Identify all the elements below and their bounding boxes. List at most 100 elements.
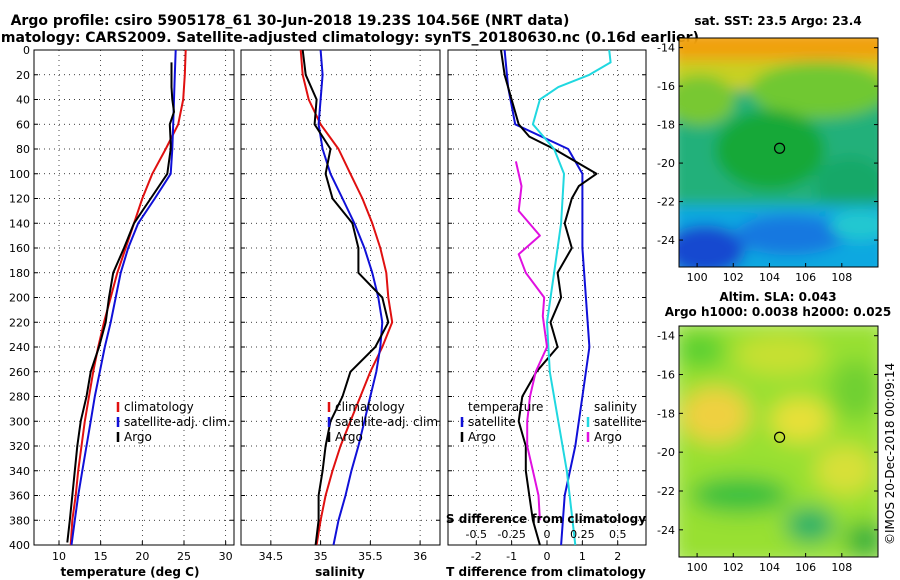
x-tick-label: 25 [177,550,191,563]
salinity-panel: 34.5 35 35.5 36 salinity climatology satell… [240,49,442,579]
y-tick-label: 240 [9,341,30,354]
map-y-tick-label: -14 [657,42,675,55]
x-tick-label-t: 1 [579,550,586,563]
y-tick-label: 340 [9,465,30,478]
x-tick-label-t: -1 [506,550,517,563]
y-tick-label: 400 [9,539,30,552]
series-line-argo [66,62,175,543]
x-tick-label-s: -0.5 [466,528,487,541]
series-line-climatology [69,49,187,546]
temp-legend-satellite: satellite-adj. clim. [124,415,231,429]
series-line-s-argo [514,161,548,521]
map-y-tick-label: -24 [657,234,675,247]
sla-map-subtitle: Argo h1000: 0.0038 h2000: 0.025 [665,305,892,319]
map-x-tick-label: 102 [723,561,744,574]
map-y-tick-label: -20 [657,157,675,170]
series-line-t-argo [500,49,598,546]
series-line-t-satellite [503,49,591,546]
x-tick-label-s: -0.25 [497,528,525,541]
y-tick-label: 300 [9,415,30,428]
y-tick-label: 180 [9,267,30,280]
imos-credit: ©IMOS 20-Dec-2018 00:09:14 [883,363,897,545]
series-line-satellite-adj-clim- [70,49,177,546]
x-tick-label-t: -2 [471,550,482,563]
map-y-tick-label: -16 [657,369,675,382]
temperature-legend: climatology satellite-adj. clim. Argo [116,400,231,444]
y-tick-label: 100 [9,168,30,181]
sla-float-marker [773,431,786,443]
sla-field [679,326,878,557]
legend-temperature-heading: temperature [468,400,543,414]
y-tick-label: 260 [9,366,30,379]
series-line-argo [301,49,390,546]
figure-title-line2: Climatology: CARS2009. Satellite-adjuste… [0,30,699,46]
sst-float-marker [773,142,786,154]
y-tick-label: 120 [9,193,30,206]
map-x-tick-label: 100 [687,271,708,284]
sla-map-title: Altim. SLA: 0.043 [719,290,836,304]
x-tick-label-t: 0 [544,550,551,563]
map-x-tick-label: 106 [795,271,816,284]
map-x-tick-label: 102 [723,271,744,284]
temperature-panel: 0 20 40 60 80 100 120 140 160 180 200 220 240 260 280 3… [9,44,235,579]
y-tick-label: 160 [9,242,30,255]
sla-map-panel: Altim. SLA: 0.043 Argo h1000: 0.0038 h20… [657,290,891,574]
series-line-s-satellite [531,49,612,546]
sal-legend-satellite: satellite-adj. clim. [335,415,442,429]
figure-title-line1: Argo profile: csiro 5905178_61 30-Jun-20… [11,13,570,29]
x-tick-label: 34.5 [259,550,284,563]
difference-legend: temperature satellite Argo salinity sate… [460,400,642,444]
s-diff-xlabel: S difference from climatology [446,512,646,526]
y-tick-label: 360 [9,490,30,503]
map-y-tick-label: -24 [657,524,675,537]
sst-field [679,38,878,267]
legend-t-argo: Argo [468,430,496,444]
map-x-tick-label: 104 [759,561,780,574]
temp-legend-argo: Argo [124,430,152,444]
salinity-xlabel: salinity [315,565,365,579]
y-tick-label: 40 [16,94,30,107]
map-y-tick-label: -18 [657,407,675,420]
sst-map-title: sat. SST: 23.5 Argo: 23.4 [694,14,861,28]
temperature-xlabel: temperature (deg C) [61,565,200,579]
y-tick-label: 320 [9,440,30,453]
y-tick-label: 140 [9,217,30,230]
map-y-tick-label: -14 [657,330,675,343]
x-tick-label-s: 0.5 [609,528,627,541]
x-tick-label: 36 [413,550,427,563]
map-y-tick-label: -22 [657,196,675,209]
legend-salinity-heading: salinity [594,400,637,414]
y-tick-label: 220 [9,316,30,329]
legend-t-satellite: satellite [468,415,516,429]
sal-legend-argo: Argo [335,430,363,444]
x-tick-label: 20 [135,550,149,563]
x-tick-label-s: 0 [544,528,551,541]
map-y-tick-label: -18 [657,119,675,132]
map-y-tick-label: -20 [657,446,675,459]
map-y-tick-label: -22 [657,485,675,498]
sal-legend-climatology: climatology [335,400,405,414]
x-tick-label: 35 [314,550,328,563]
x-tick-label: 30 [219,550,233,563]
difference-panel: -2 -1 0 1 2 -0.5 -0.25 0 0.25 0.5 T difference fr… [446,49,647,579]
x-tick-label: 35.5 [358,550,383,563]
map-x-tick-label: 100 [687,561,708,574]
x-tick-label-s: 0.25 [570,528,595,541]
y-tick-label: 0 [23,44,30,57]
y-tick-label: 60 [16,118,30,131]
sst-map-panel: sat. SST: 23.5 Argo: 23.4 100 102 104 106 10… [657,14,879,284]
y-tick-label: 380 [9,514,30,527]
y-tick-label: 280 [9,391,30,404]
map-y-tick-label: -16 [657,80,675,93]
y-tick-label: 20 [16,69,30,82]
x-tick-label-t: 2 [614,550,621,563]
y-tick-label: 80 [16,143,30,156]
t-diff-xlabel: T difference from climatology [446,565,646,579]
map-x-tick-label: 104 [759,271,780,284]
x-tick-label: 15 [94,550,108,563]
y-tick-label: 200 [9,292,30,305]
map-x-tick-label: 108 [831,561,852,574]
x-tick-label: 10 [52,550,66,563]
map-x-tick-label: 106 [795,561,816,574]
